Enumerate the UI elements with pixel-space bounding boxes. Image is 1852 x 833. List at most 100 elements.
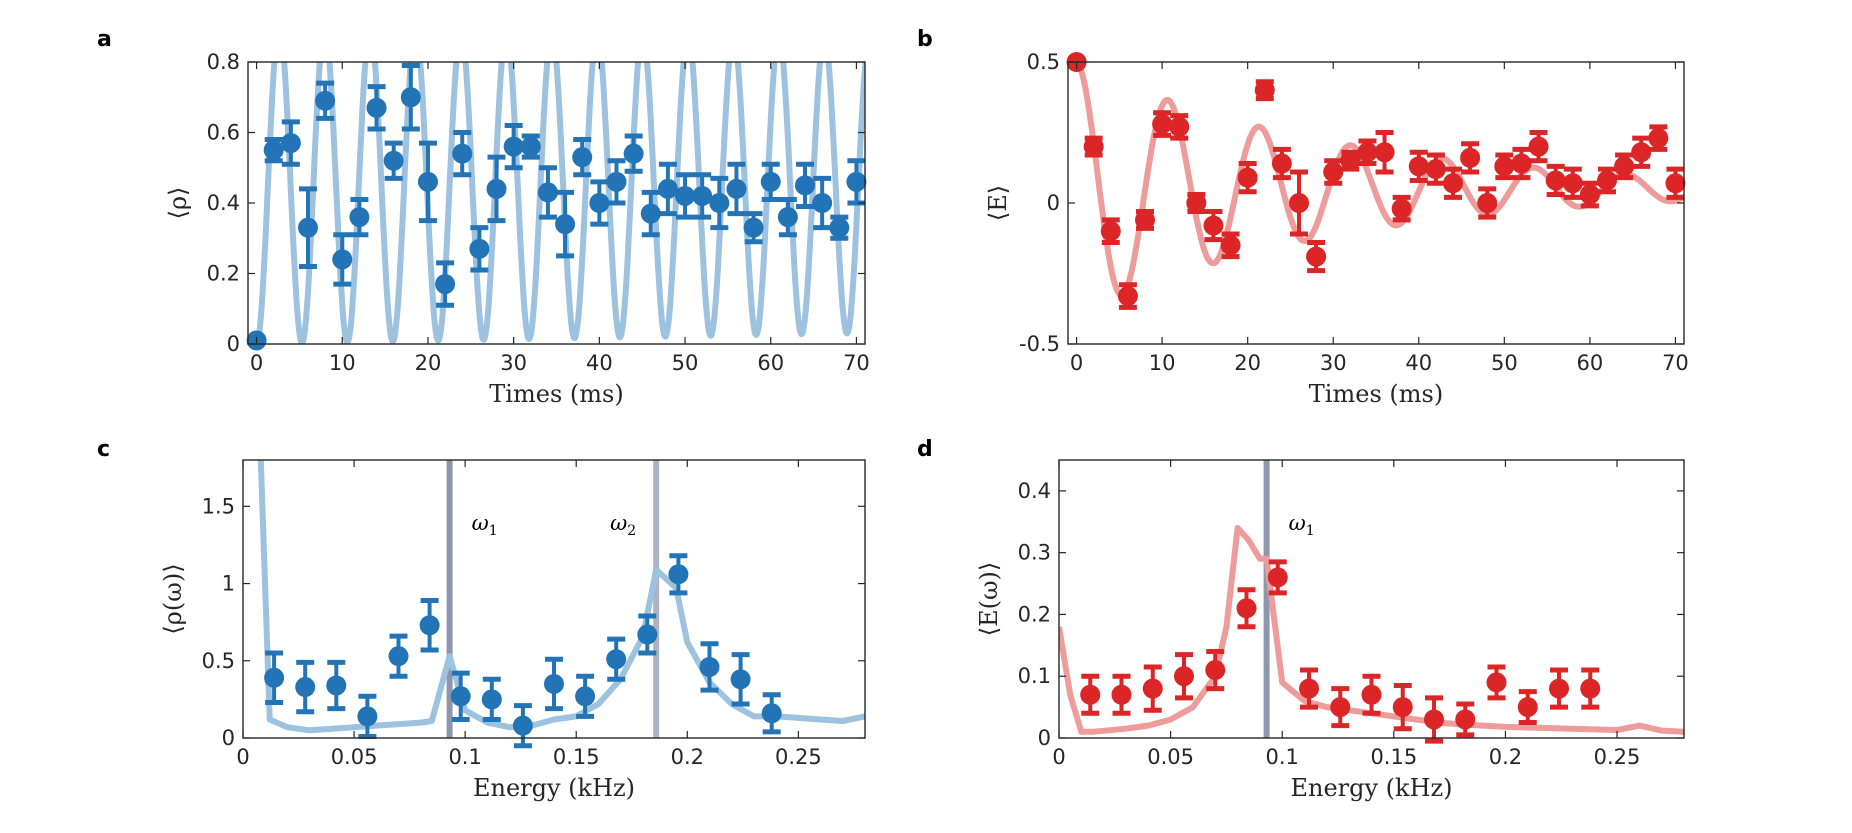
y-tick-label: 0.8 <box>207 50 240 74</box>
data-point <box>1111 684 1132 705</box>
data-point <box>326 675 347 696</box>
data-point <box>1579 184 1600 205</box>
data-point <box>623 143 644 164</box>
x-tick-label: 30 <box>1320 351 1347 375</box>
data-point <box>1460 147 1481 168</box>
data-point <box>1152 114 1173 135</box>
data-point <box>400 87 421 108</box>
y-tick-label: 0.5 <box>202 649 235 673</box>
fit-curve <box>254 62 865 344</box>
y-tick-label: 0 <box>1047 191 1060 215</box>
data-point <box>450 686 471 707</box>
y-axis-label: ⟨ρ(ω)⟩ <box>159 563 187 634</box>
y-tick-label: 0.3 <box>1018 541 1051 565</box>
y-tick-label: 0.4 <box>1018 479 1051 503</box>
data-point <box>1186 193 1207 213</box>
data-point <box>544 673 564 694</box>
x-tick-label: 20 <box>1234 351 1261 375</box>
x-tick-label: 0.15 <box>553 745 600 769</box>
data-point <box>699 656 720 677</box>
data-point <box>846 171 867 192</box>
data-point <box>795 175 816 196</box>
y-axis-label: ⟨ρ⟩ <box>164 187 192 220</box>
x-tick-label: 50 <box>672 351 699 375</box>
x-tick-label: 30 <box>500 351 527 375</box>
x-tick-label: 20 <box>415 351 442 375</box>
plot-area-c <box>257 460 865 738</box>
data-point <box>1205 660 1226 681</box>
x-tick-label: 50 <box>1491 351 1518 375</box>
data-point <box>520 136 541 157</box>
data-point <box>1323 161 1344 182</box>
panel-letter: c <box>97 437 110 462</box>
data-point <box>1425 159 1446 180</box>
data-point <box>1237 167 1258 188</box>
panel-letter: b <box>917 27 933 52</box>
x-tick-label: 0.2 <box>671 745 704 769</box>
x-tick-label: 40 <box>1405 351 1432 375</box>
plot-area-a <box>254 62 865 344</box>
x-tick-label: 60 <box>1577 351 1604 375</box>
data-point <box>1648 128 1669 149</box>
y-tick-label: 0.4 <box>207 191 240 215</box>
data-point <box>761 703 782 724</box>
fit-curve <box>257 460 865 734</box>
vline-label-omega1: ω1 <box>1289 511 1315 539</box>
data-point <box>1408 156 1429 177</box>
data-point <box>332 249 353 270</box>
data-point <box>1424 709 1444 730</box>
data-point <box>357 706 378 727</box>
x-tick-label: 60 <box>757 351 784 375</box>
data-point <box>486 178 507 199</box>
x-axis-label: Energy (kHz) <box>473 774 635 802</box>
data-point <box>1486 672 1507 693</box>
data-point <box>280 133 301 154</box>
x-tick-label: 0.05 <box>1147 745 1194 769</box>
x-tick-label: 0.15 <box>1370 745 1417 769</box>
data-point <box>1330 697 1351 718</box>
data-point <box>537 182 558 203</box>
x-tick-label: 0.05 <box>331 745 378 769</box>
data-point <box>1455 709 1476 730</box>
data-point <box>452 143 473 164</box>
data-point <box>1306 246 1327 267</box>
data-point <box>1443 173 1463 194</box>
data-point <box>743 217 764 238</box>
data-point <box>1135 209 1155 230</box>
data-point <box>417 171 438 192</box>
x-tick-label: 0 <box>236 745 249 769</box>
x-tick-label: 10 <box>1149 351 1176 375</box>
y-axis-label: ⟨E⟩ <box>984 185 1012 221</box>
data-point <box>1271 153 1292 174</box>
data-point <box>1391 198 1412 219</box>
y-tick-label: 1 <box>222 572 235 596</box>
data-point <box>730 669 751 690</box>
x-tick-label: 40 <box>586 351 613 375</box>
data-point <box>1580 678 1601 699</box>
data-point <box>1614 156 1635 177</box>
x-tick-label: 0.25 <box>1594 745 1641 769</box>
data-point <box>295 677 316 698</box>
data-point <box>1494 156 1515 177</box>
axes-frame-c <box>242 459 866 739</box>
x-tick-label: 0.1 <box>1266 745 1299 769</box>
y-tick-label: 0.2 <box>207 262 240 286</box>
x-tick-label: 70 <box>1662 351 1689 375</box>
plot-area-d <box>1059 460 1684 738</box>
data-point <box>1517 697 1538 718</box>
data-point <box>589 193 610 213</box>
y-tick-label: 0 <box>227 332 240 356</box>
data-point <box>692 185 713 206</box>
data-point <box>503 136 524 157</box>
data-point <box>349 207 370 228</box>
x-tick-label: 0.2 <box>1489 745 1522 769</box>
data-point <box>1174 666 1194 687</box>
data-point <box>512 715 533 736</box>
y-tick-label: 0.1 <box>1018 664 1051 688</box>
vline-label-omega2: ω2 <box>610 511 636 539</box>
data-point <box>777 207 798 228</box>
data-point <box>1169 116 1190 137</box>
data-point <box>1374 142 1395 163</box>
data-point <box>1511 153 1532 174</box>
axes-frame-d <box>1058 459 1685 739</box>
